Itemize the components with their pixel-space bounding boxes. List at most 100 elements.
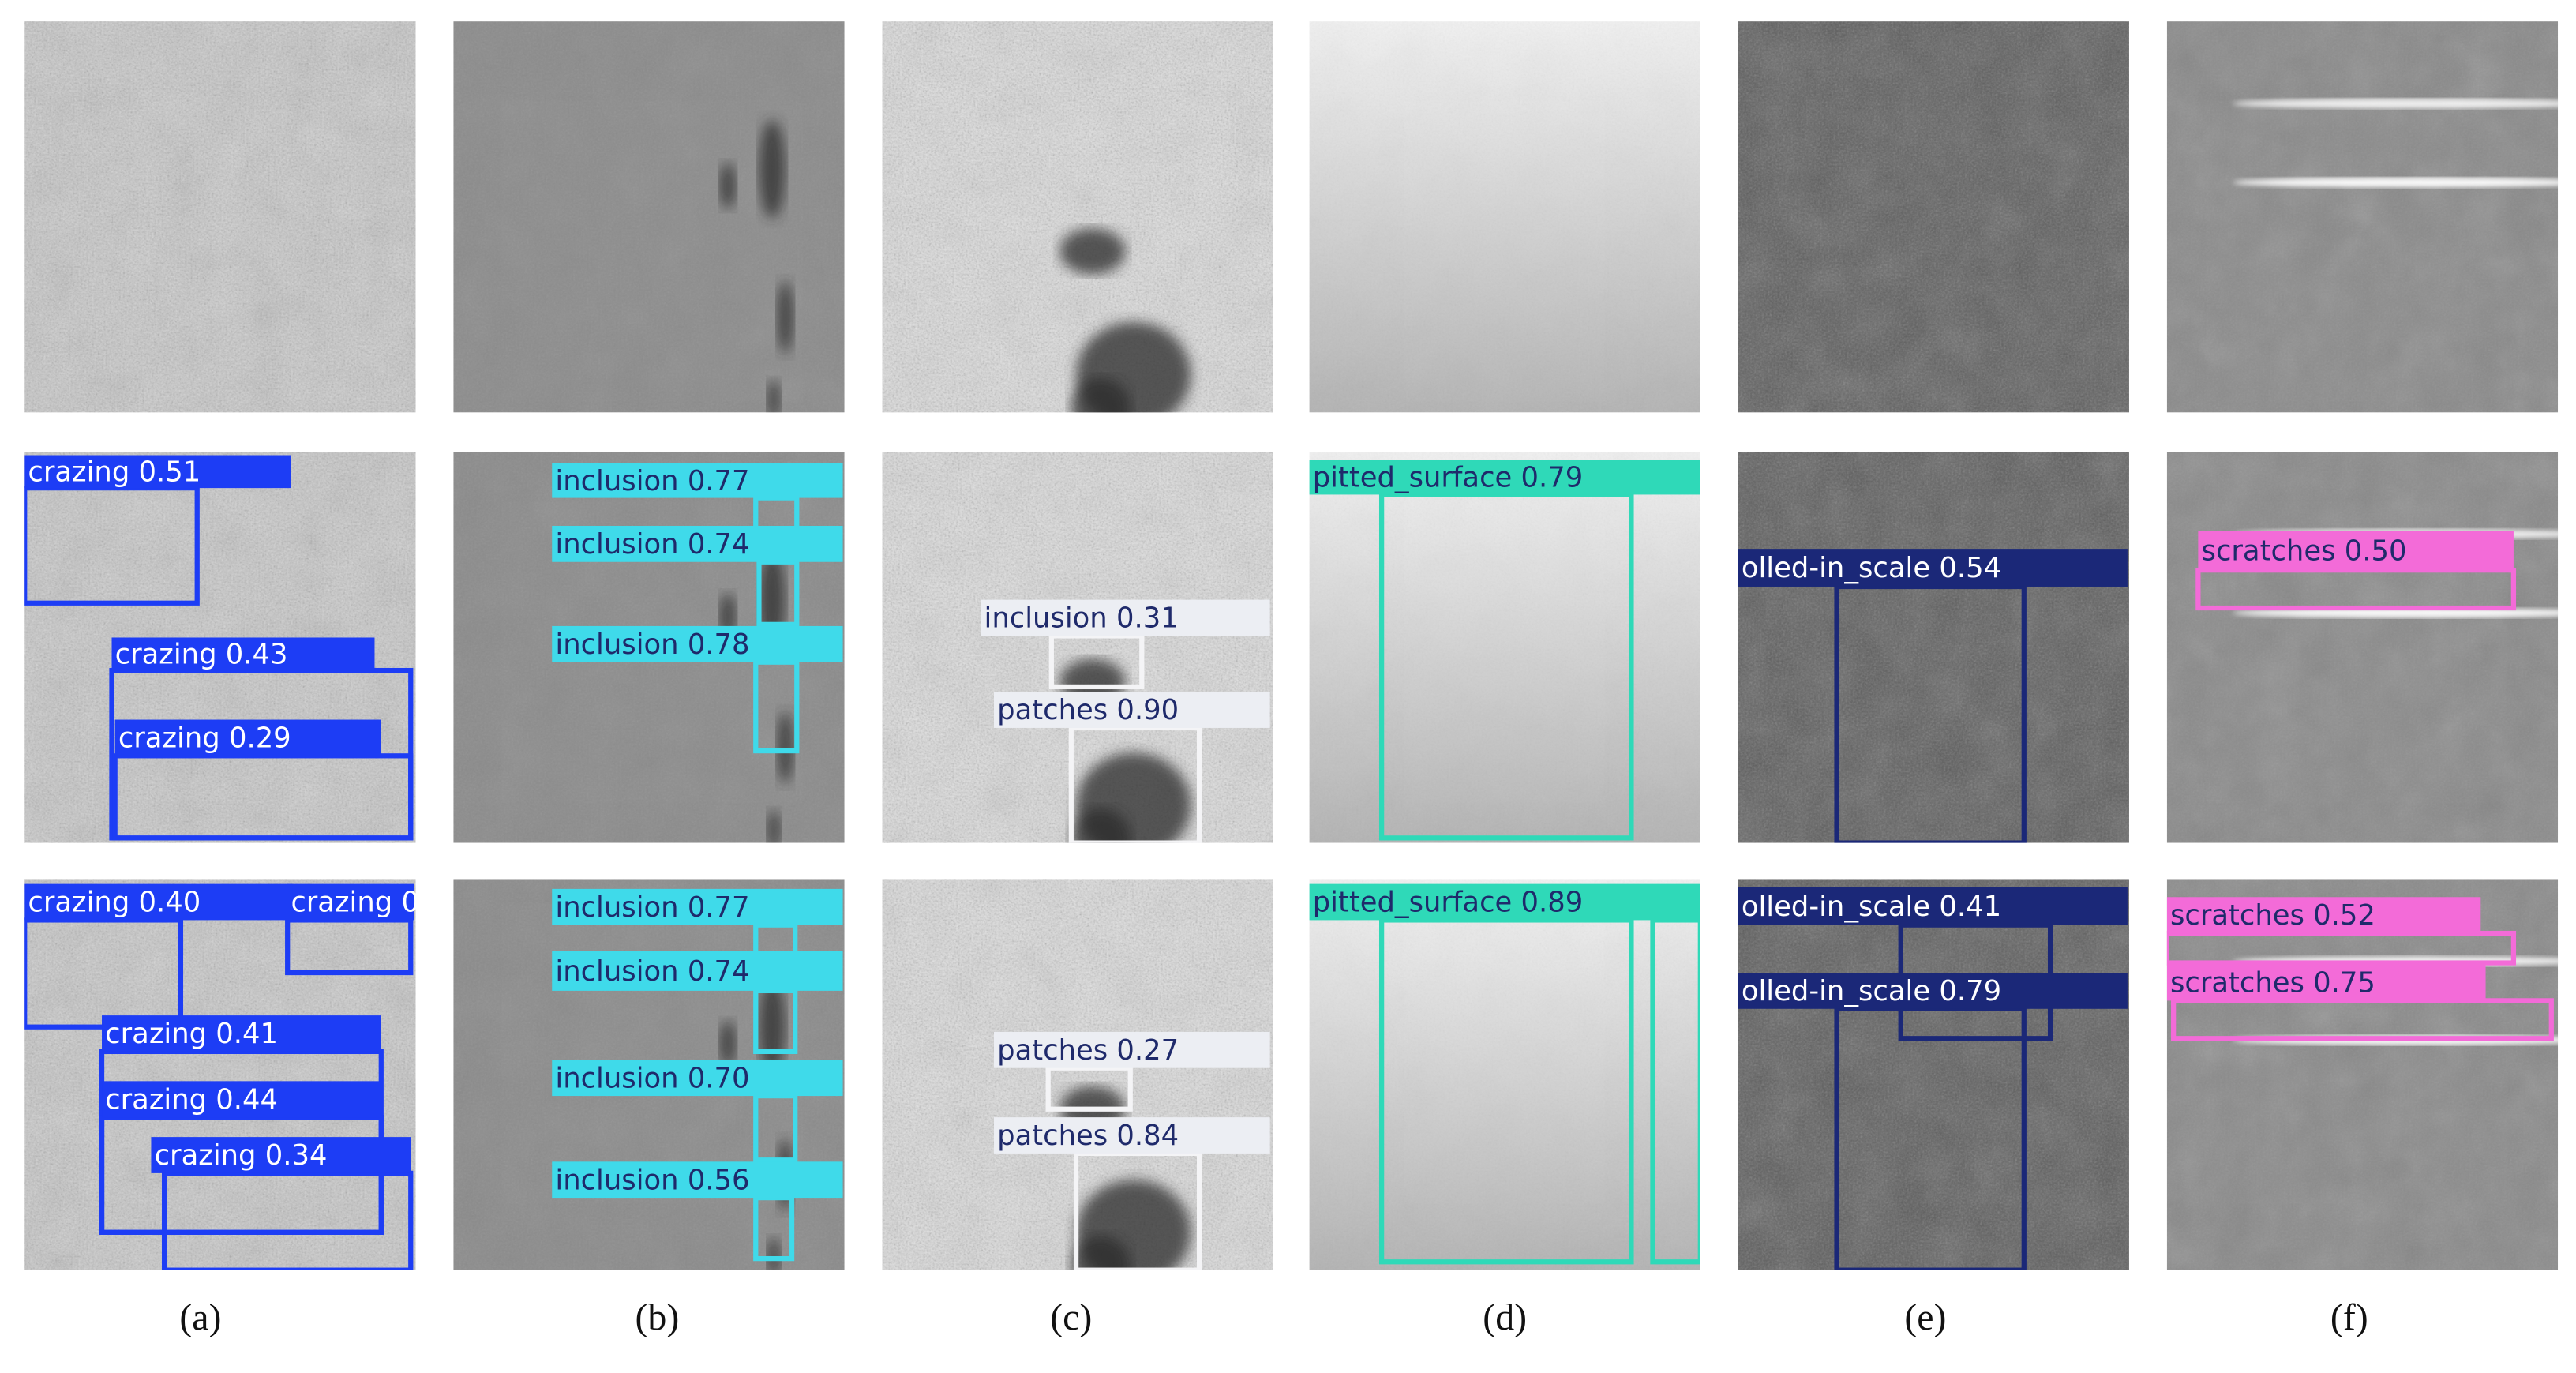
- tile-noise: [453, 21, 845, 413]
- detection-label: scratches 0.52: [2170, 899, 2375, 932]
- detection-label-bg: [102, 1081, 381, 1118]
- image-tile: patches 0.27 patches 0.84: [882, 879, 1273, 1270]
- defect-spot: [777, 711, 794, 784]
- detection-label: olled-in_scale 0.79: [1742, 975, 2001, 1007]
- detection-label: crazing 0.29: [118, 722, 291, 755]
- tile-content: scratches 0.50: [2166, 452, 2559, 843]
- tile-content: patches 0.27 patches 0.84: [882, 879, 1273, 1270]
- detection-label: crazing 0.41: [105, 1018, 278, 1050]
- tile-noise: [24, 21, 416, 413]
- detection-label: crazing 0.43: [115, 638, 288, 670]
- scratch-streak: [2233, 98, 2559, 109]
- detection-label: patches 0.27: [997, 1034, 1179, 1067]
- detection-label-bg: [552, 888, 843, 925]
- detection-label-bg: [994, 692, 1270, 728]
- detection-label-bg: [994, 1031, 1270, 1068]
- tile-noise: [2166, 21, 2559, 413]
- defect-spot: [719, 1020, 737, 1067]
- scratch-streak: [2233, 608, 2559, 618]
- detection-label: crazing 0.51: [28, 456, 201, 488]
- detection-label: inclusion 0.31: [984, 602, 1179, 635]
- tile-content: [24, 21, 416, 413]
- image-tile: [1738, 21, 2129, 413]
- detection-label-bg: [552, 625, 843, 662]
- tile-content: [1309, 21, 1700, 413]
- image-tile: [24, 21, 416, 413]
- tile-content: inclusion 0.77 inclusion 0.74 inclusion 0.…: [453, 452, 845, 843]
- detection-label-bg: [552, 1161, 843, 1199]
- detection-label-bg: [1309, 460, 1700, 495]
- detection-label-bg: [2166, 897, 2481, 934]
- detection-label: scratches 0.50: [2202, 535, 2407, 567]
- detection-label: inclusion 0.56: [555, 1164, 749, 1196]
- panel-caption: (f): [2330, 1296, 2368, 1338]
- detection-label: olled-in_scale 0.54: [1742, 552, 2001, 584]
- image-tile: inclusion 0.77 inclusion 0.74 inclusion 0.…: [453, 452, 845, 843]
- image-tile: scratches 0.50: [2166, 452, 2559, 843]
- tile-content: [453, 21, 845, 413]
- detection-label-bg: [1309, 883, 1700, 921]
- image-tile: [1309, 21, 1700, 413]
- tile-content: pitted_surface 0.79: [1309, 452, 1700, 843]
- tile-noise: [24, 879, 416, 1270]
- tile-content: inclusion 0.31 patches 0.90: [882, 452, 1273, 843]
- image-tile: [2166, 21, 2559, 413]
- detection-label: inclusion 0.77: [555, 891, 749, 924]
- defect-spot: [1059, 228, 1126, 275]
- image-tile: pitted_surface 0.79: [1309, 452, 1700, 843]
- tile-content: inclusion 0.77 inclusion 0.74 inclusion 0.…: [453, 879, 845, 1270]
- tile-noise: [882, 452, 1273, 843]
- detection-label: pitted_surface 0.79: [1313, 462, 1584, 494]
- detection-label-bg: [102, 1015, 381, 1052]
- tile-noise: [1309, 21, 1700, 413]
- defect-spot: [759, 119, 786, 219]
- detection-label-bg: [24, 883, 293, 921]
- detection-label-bg: [1738, 973, 2128, 1009]
- tile-content: [1738, 21, 2129, 413]
- tile-content: crazing 0.36 crazing 0.40 crazing 0.41 craz…: [24, 879, 416, 1270]
- tile-content: [2166, 21, 2559, 413]
- detection-label-bg: [114, 719, 381, 756]
- detection-label-bg: [552, 463, 843, 498]
- panel-caption: (a): [179, 1296, 221, 1338]
- detection-label: pitted_surface 0.89: [1313, 887, 1584, 919]
- tile-noise: [2166, 452, 2559, 843]
- defect-spot: [1071, 377, 1131, 413]
- panel-caption: (b): [635, 1296, 679, 1338]
- tile-noise: [1309, 879, 1700, 1270]
- tile-content: olled-in_scale 0.54: [1738, 452, 2129, 843]
- defect-spot: [777, 280, 794, 354]
- tile-noise: [1309, 452, 1700, 843]
- detection-label-bg: [287, 883, 414, 921]
- tile-content: olled-in_scale 0.41 olled-in_scale 0.79: [1738, 879, 2129, 1270]
- defect-spot: [767, 809, 781, 843]
- tile-content: crazing 0.51 crazing 0.43 crazing 0.29: [24, 452, 416, 843]
- image-tile: crazing 0.36 crazing 0.40 crazing 0.41 craz…: [24, 879, 416, 1270]
- detection-label-bg: [2166, 964, 2486, 1001]
- defect-spot: [719, 163, 737, 209]
- detection-label-bg: [981, 599, 1270, 636]
- image-tile: olled-in_scale 0.41 olled-in_scale 0.79: [1738, 879, 2129, 1270]
- detection-label-bg: [151, 1137, 411, 1173]
- detection-label-bg: [1738, 887, 2128, 925]
- detection-label-bg: [552, 951, 843, 991]
- tile-content: scratches 0.52 scratches 0.75: [2166, 879, 2559, 1270]
- panel-caption: (e): [1904, 1296, 1946, 1338]
- defect-spot: [1071, 808, 1131, 843]
- detection-label: crazing 0.44: [105, 1083, 278, 1116]
- detection-label-bg: [2198, 531, 2514, 571]
- detection-label: crazing 0.34: [155, 1139, 328, 1172]
- detection-label-bg: [111, 637, 375, 671]
- detection-label-bg: [24, 455, 291, 489]
- detection-label: inclusion 0.74: [555, 955, 749, 988]
- image-tile: [882, 21, 1273, 413]
- tile-content: pitted_surface 0.89: [1309, 879, 1700, 1270]
- detection-label-bg: [552, 1060, 843, 1097]
- scratch-streak: [2233, 177, 2559, 188]
- panel-caption: (d): [1483, 1296, 1527, 1338]
- detection-label-bg: [1738, 549, 2128, 587]
- detection-label: inclusion 0.77: [555, 465, 749, 497]
- defect-spot: [1071, 1235, 1131, 1270]
